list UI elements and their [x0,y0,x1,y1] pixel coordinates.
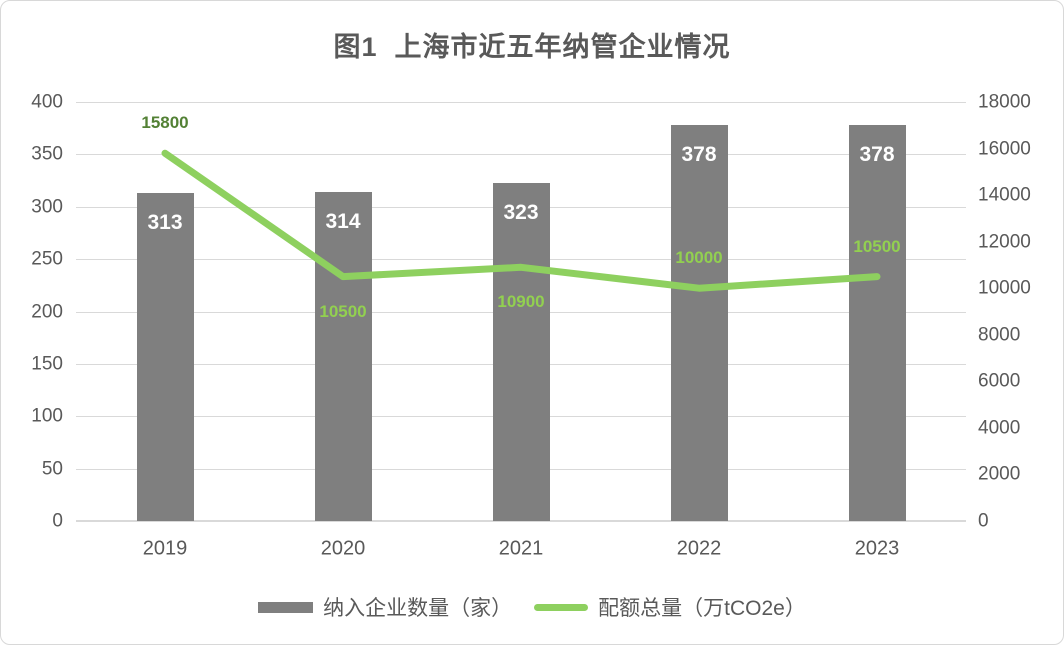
legend-item-line: 配额总量（万tCO2e） [534,592,806,622]
x-tick-2023: 2023 [854,537,900,560]
y-tick-left-350: 350 [31,143,63,165]
bar-value-label-2023: 378 [859,143,895,167]
bar-2021 [492,182,550,521]
y-tick-right-0: 0 [978,510,989,532]
bar-series-swatch [258,601,314,613]
legend-item-bars: 纳入企业数量（家） [258,592,512,622]
y-tick-right-16000: 16000 [978,138,1031,160]
y-tick-left-150: 150 [31,353,63,375]
x-tick-2021: 2021 [498,537,544,560]
gridline [76,102,966,103]
bar-2023 [848,125,906,521]
y-tick-right-14000: 14000 [978,184,1031,206]
bar-2022 [670,125,728,521]
legend-label-bars: 纳入企业数量（家） [323,597,513,620]
y-tick-right-10000: 10000 [978,277,1031,299]
line-value-label-2020: 10500 [319,301,367,321]
gridline [76,154,966,156]
y-tick-right-4000: 4000 [978,417,1021,439]
y-tick-left-200: 200 [31,301,63,322]
y-tick-right-8000: 8000 [978,324,1021,346]
quota-line [161,149,881,292]
y-tick-right-12000: 12000 [978,231,1031,253]
line-value-label-2022: 10000 [675,248,723,268]
y-tick-left-100: 100 [31,405,63,427]
line-series-swatch [534,603,589,611]
bar-2019 [136,193,194,521]
line-value-label-2023: 10500 [853,236,901,256]
bar-value-label-2022: 378 [681,143,717,167]
line-value-label-2019: 15800 [141,113,189,133]
bar-value-label-2020: 314 [325,210,361,234]
y-tick-right-6000: 6000 [978,370,1021,392]
y-tick-right-18000: 18000 [978,91,1031,113]
bar-2020 [314,192,372,521]
y-tick-left-50: 50 [41,458,63,480]
y-tick-left-0: 0 [52,510,63,532]
y-tick-left-250: 250 [31,248,63,270]
x-tick-2022: 2022 [676,537,722,560]
bar-value-label-2021: 323 [503,200,539,224]
y-tick-left-400: 400 [31,91,63,113]
y-tick-left-300: 300 [31,196,63,218]
bar-value-label-2019: 313 [147,211,183,235]
x-tick-2020: 2020 [320,537,366,560]
chart-title: 图1 上海市近五年纳管企业情况 [333,32,731,62]
x-axis-line [76,520,966,522]
legend: 纳入企业数量（家） 配额总量（万tCO2e） [1,592,1063,622]
line-value-label-2021: 10900 [497,292,545,312]
x-tick-2019: 2019 [142,537,188,560]
y-tick-right-2000: 2000 [978,463,1021,485]
legend-label-line: 配额总量（万tCO2e） [598,597,806,620]
